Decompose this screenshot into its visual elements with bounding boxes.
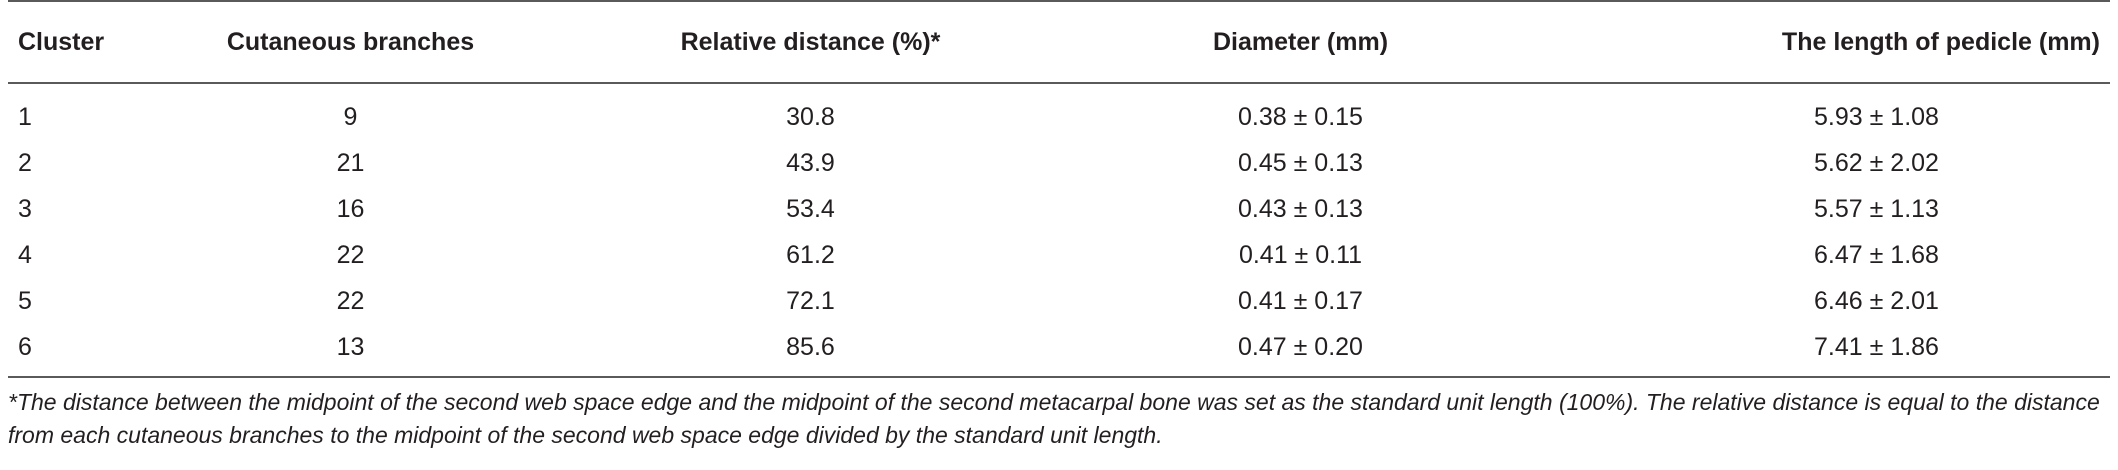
cell-pedicle-length: 7.41 ± 1.86 (1513, 324, 2110, 378)
cell-diameter: 0.41 ± 0.11 (1238, 240, 1363, 269)
cell-diameter: 0.43 ± 0.13 (1238, 194, 1363, 223)
cell-pedicle-length: 6.46 ± 2.01 (1814, 286, 1939, 315)
col-header-cutaneous-branches: Cutaneous branches (168, 0, 533, 84)
table-row: 4 22 61.2 0.41 ± 0.11 6.47 ± 1.68 (8, 232, 2110, 278)
cell-relative-distance: 61.2 (786, 240, 835, 269)
data-table: Cluster Cutaneous branches Relative dist… (8, 0, 2110, 378)
cell-pedicle-length: 5.57 ± 1.13 (1814, 194, 1939, 223)
cell-relative-distance: 30.8 (786, 102, 835, 131)
cell-cutaneous-branches: 13 (168, 324, 533, 378)
cell-diameter: 0.41 ± 0.17 (1238, 286, 1363, 315)
cell-cutaneous-branches: 21 (336, 148, 365, 177)
header-row: Cluster Cutaneous branches Relative dist… (8, 0, 2110, 84)
cell-pedicle-length: 5.93 ± 1.08 (1814, 102, 1939, 131)
cell-cutaneous-branches: 22 (336, 240, 365, 269)
cell-relative-distance: 43.9 (786, 148, 835, 177)
table-footnote: *The distance between the midpoint of th… (8, 389, 2100, 448)
cell-pedicle-length: 6.47 ± 1.68 (1814, 240, 1939, 269)
cell-cluster: 6 (8, 324, 168, 378)
col-header-diameter: Diameter (mm) (1088, 0, 1513, 84)
table-row: 1 9 30.8 0.38 ± 0.15 5.93 ± 1.08 (8, 83, 2110, 140)
cell-cluster: 4 (18, 240, 32, 269)
cell-cluster: 5 (18, 286, 32, 315)
table-row: 3 16 53.4 0.43 ± 0.13 5.57 ± 1.13 (8, 186, 2110, 232)
table-body: 1 9 30.8 0.38 ± 0.15 5.93 ± 1.08 2 21 43… (8, 83, 2110, 378)
cell-cutaneous-branches: 16 (336, 194, 365, 223)
table-row: 5 22 72.1 0.41 ± 0.17 6.46 ± 2.01 (8, 278, 2110, 324)
col-header-pedicle-length: The length of pedicle (mm) (1513, 0, 2110, 84)
col-header-relative-distance: Relative distance (%)* (533, 0, 1088, 84)
col-header-cluster: Cluster (8, 0, 168, 84)
cell-diameter: 0.45 ± 0.13 (1238, 148, 1363, 177)
table-row: 2 21 43.9 0.45 ± 0.13 5.62 ± 2.02 (8, 140, 2110, 186)
cell-relative-distance: 53.4 (786, 194, 835, 223)
cell-diameter: 0.38 ± 0.15 (1238, 102, 1363, 131)
cell-cutaneous-branches: 22 (336, 286, 365, 315)
cell-cluster: 2 (18, 148, 32, 177)
cell-relative-distance: 72.1 (786, 286, 835, 315)
table-header: Cluster Cutaneous branches Relative dist… (8, 0, 2110, 84)
cell-cluster: 3 (18, 194, 32, 223)
cell-cutaneous-branches: 9 (343, 102, 358, 131)
cell-pedicle-length: 5.62 ± 2.02 (1814, 148, 1939, 177)
cell-relative-distance: 85.6 (533, 324, 1088, 378)
table-row: 6 13 85.6 0.47 ± 0.20 7.41 ± 1.86 (8, 324, 2110, 378)
cell-cluster: 1 (18, 102, 32, 131)
cell-diameter: 0.47 ± 0.20 (1088, 324, 1513, 378)
